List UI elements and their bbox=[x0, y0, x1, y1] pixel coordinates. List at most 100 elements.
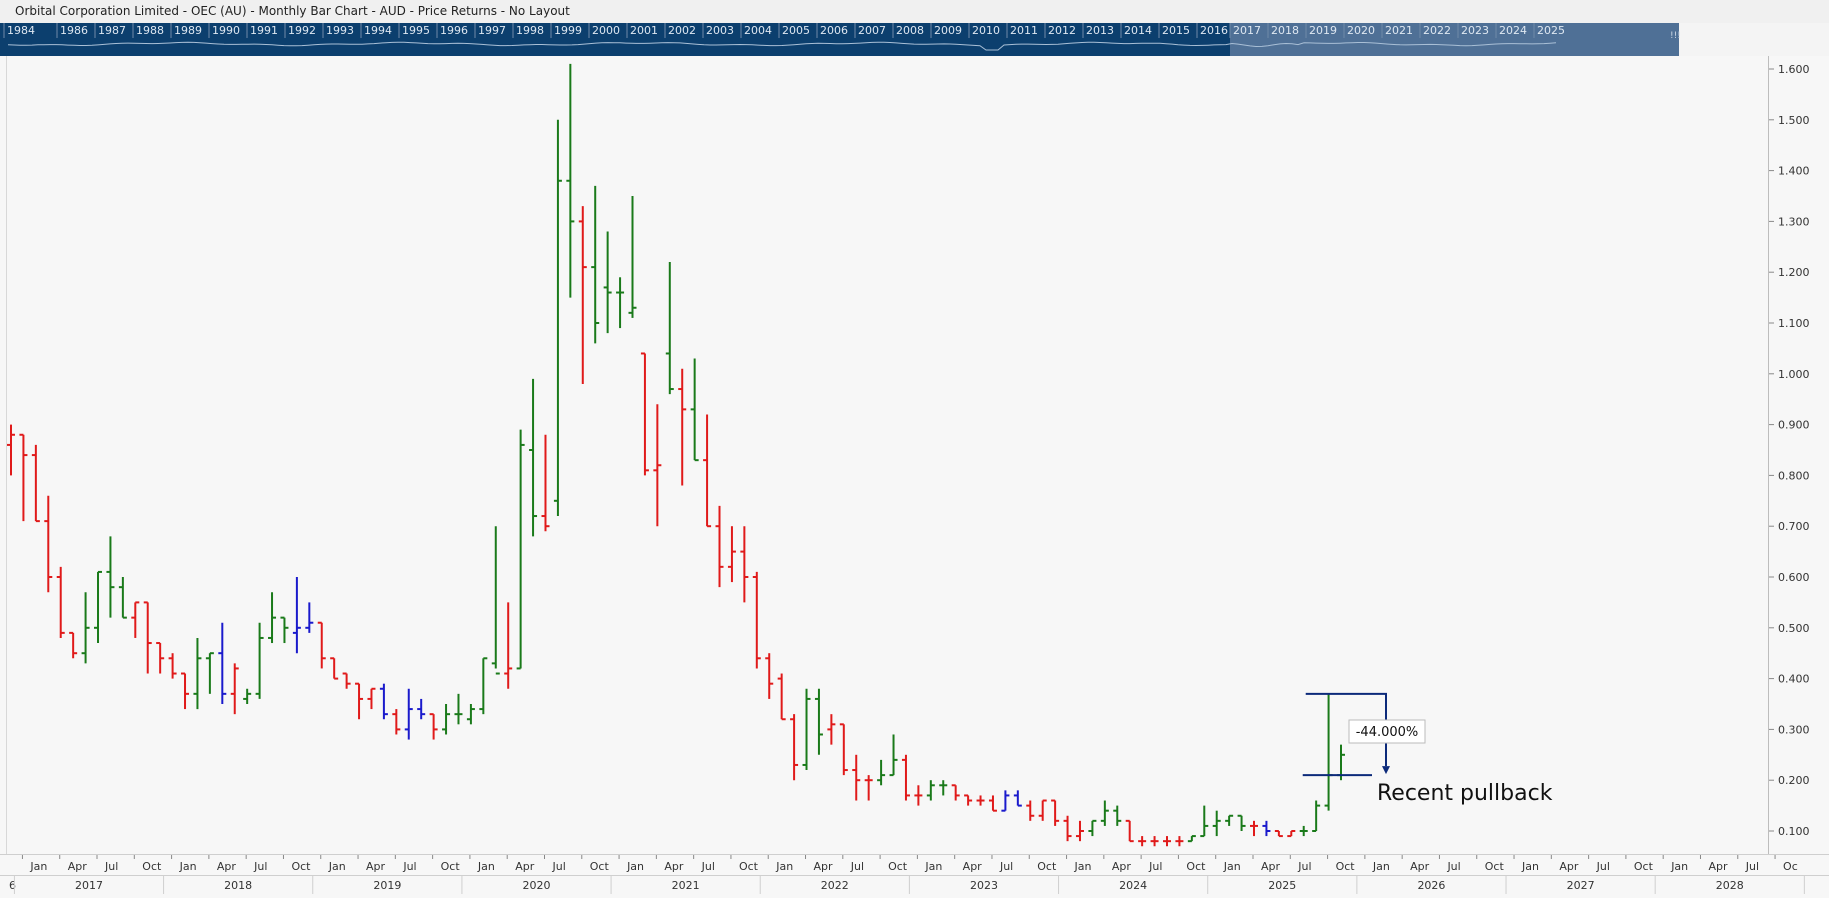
ohlc-bar[interactable] bbox=[665, 262, 674, 395]
ohlc-bar[interactable] bbox=[1250, 820, 1258, 837]
ohlc-bar[interactable] bbox=[715, 505, 724, 588]
ohlc-bar[interactable] bbox=[1237, 814, 1246, 831]
navigator-year-label[interactable]: 2022 bbox=[1423, 24, 1451, 37]
ohlc-bar[interactable] bbox=[168, 653, 177, 679]
ohlc-bar[interactable] bbox=[690, 358, 699, 462]
pullback-annotation[interactable]: -44.000% Recent pullback bbox=[1302, 692, 1553, 806]
ohlc-bar[interactable] bbox=[280, 616, 289, 644]
navigator-year-label[interactable]: 1997 bbox=[478, 24, 506, 37]
ohlc-bar[interactable] bbox=[454, 693, 463, 725]
ohlc-bar[interactable] bbox=[1113, 805, 1122, 826]
navigator-year-label[interactable]: 1991 bbox=[250, 24, 278, 37]
navigator-year-label[interactable]: 1988 bbox=[136, 24, 164, 37]
ohlc-bar[interactable] bbox=[516, 429, 525, 670]
ohlc-bar[interactable] bbox=[566, 63, 575, 298]
ohlc-bar[interactable] bbox=[1150, 836, 1159, 847]
ohlc-bar[interactable] bbox=[752, 571, 761, 669]
ohlc-bar[interactable] bbox=[727, 526, 736, 583]
ohlc-bar[interactable] bbox=[1138, 836, 1147, 847]
navigator-year-label[interactable]: 2025 bbox=[1537, 24, 1565, 37]
ohlc-bar[interactable] bbox=[342, 672, 351, 689]
ohlc-bar[interactable] bbox=[1075, 820, 1084, 842]
ohlc-bar[interactable] bbox=[442, 704, 451, 735]
ohlc-bar[interactable] bbox=[156, 642, 165, 674]
navigator-year-label[interactable]: 2014 bbox=[1124, 24, 1152, 37]
ohlc-bar[interactable] bbox=[839, 723, 848, 776]
ohlc-bar-chart[interactable]: -44.000% Recent pullback bbox=[7, 56, 1769, 854]
navigator-year-label[interactable]: 1992 bbox=[288, 24, 316, 37]
ohlc-bar[interactable] bbox=[205, 652, 214, 694]
ohlc-bar[interactable] bbox=[479, 657, 488, 715]
ohlc-bar[interactable] bbox=[964, 794, 973, 806]
ohlc-bar[interactable] bbox=[740, 526, 749, 603]
ohlc-bar[interactable] bbox=[243, 688, 252, 704]
ohlc-bar[interactable] bbox=[268, 592, 277, 644]
ohlc-bar[interactable] bbox=[218, 622, 227, 704]
ohlc-bar[interactable] bbox=[379, 683, 388, 720]
ohlc-bar[interactable] bbox=[69, 631, 78, 659]
ohlc-bar[interactable] bbox=[628, 196, 637, 318]
navigator-year-label[interactable]: 1990 bbox=[212, 24, 240, 37]
ohlc-bar[interactable] bbox=[181, 672, 190, 710]
ohlc-bar[interactable] bbox=[988, 795, 997, 812]
ohlc-bar[interactable] bbox=[1312, 800, 1321, 832]
navigator-year-label[interactable]: 1999 bbox=[554, 24, 582, 37]
ohlc-bar[interactable] bbox=[367, 687, 376, 710]
ohlc-bar[interactable] bbox=[193, 637, 202, 710]
navigator-year-label[interactable]: 2004 bbox=[744, 24, 772, 37]
ohlc-bar[interactable] bbox=[7, 424, 15, 476]
ohlc-bar[interactable] bbox=[765, 653, 774, 699]
ohlc-bar[interactable] bbox=[541, 434, 550, 532]
ohlc-bar[interactable] bbox=[603, 231, 612, 334]
navigator-year-label[interactable]: 2012 bbox=[1048, 24, 1076, 37]
ohlc-bar[interactable] bbox=[976, 795, 985, 806]
ohlc-bar[interactable] bbox=[790, 714, 799, 781]
navigator-year-label[interactable]: 1994 bbox=[364, 24, 392, 37]
ohlc-bar[interactable] bbox=[1162, 836, 1171, 847]
navigator-year-label[interactable]: 2007 bbox=[858, 24, 886, 37]
ohlc-bar[interactable] bbox=[553, 119, 562, 517]
ohlc-bar[interactable] bbox=[1212, 810, 1221, 837]
navigator-year-label[interactable]: 1993 bbox=[326, 24, 354, 37]
navigator-year-label[interactable]: 2010 bbox=[972, 24, 1000, 37]
ohlc-bar[interactable] bbox=[591, 185, 600, 344]
chart-navigator[interactable]: 1984 1986 1987 1988 1989 1990 1991 1992 1993 1994… bbox=[0, 23, 1829, 56]
navigator-year-label[interactable]: 2018 bbox=[1271, 24, 1299, 37]
ohlc-bar[interactable] bbox=[504, 602, 513, 689]
navigator-year-label[interactable]: 2005 bbox=[782, 24, 810, 37]
ohlc-bar[interactable] bbox=[1187, 835, 1196, 843]
ohlc-bar[interactable] bbox=[827, 714, 836, 745]
ohlc-bar[interactable] bbox=[19, 433, 28, 522]
ohlc-bar[interactable] bbox=[330, 657, 339, 680]
ohlc-bar[interactable] bbox=[1088, 819, 1097, 837]
ohlc-bar[interactable] bbox=[901, 754, 910, 801]
ohlc-bar[interactable] bbox=[1200, 805, 1209, 838]
ohlc-bar[interactable] bbox=[106, 536, 115, 618]
navigator-year-label[interactable]: 1995 bbox=[402, 24, 430, 37]
ohlc-bar[interactable] bbox=[355, 682, 364, 720]
ohlc-bar[interactable] bbox=[1324, 693, 1333, 811]
ohlc-bar[interactable] bbox=[914, 785, 923, 806]
navigator-year-label[interactable]: 2016 bbox=[1200, 24, 1228, 37]
month-axis[interactable]: Jan Apr Jul Oct Jan Apr Jul Oct Jan Apr Jul Oct Jan A… bbox=[0, 854, 1829, 876]
ohlc-bar[interactable] bbox=[653, 404, 662, 527]
navigator-year-label[interactable]: 2009 bbox=[934, 24, 962, 37]
navigator-year-label[interactable]: 1998 bbox=[516, 24, 544, 37]
ohlc-bar[interactable] bbox=[889, 734, 898, 777]
ohlc-bar[interactable] bbox=[404, 688, 413, 740]
navigator-year-label[interactable]: 2011 bbox=[1010, 24, 1038, 37]
navigator-year-label[interactable]: 2024 bbox=[1499, 24, 1527, 37]
ohlc-bar[interactable] bbox=[392, 709, 401, 735]
ohlc-bar[interactable] bbox=[317, 621, 326, 669]
ohlc-bar[interactable] bbox=[305, 602, 314, 633]
ohlc-bar[interactable] bbox=[1063, 815, 1072, 842]
navigator-year-label[interactable]: 2006 bbox=[820, 24, 848, 37]
navigator-year-label[interactable]: 1984 bbox=[7, 24, 35, 37]
ohlc-bar[interactable] bbox=[1274, 830, 1283, 838]
ohlc-bar[interactable] bbox=[1225, 814, 1234, 826]
navigator-strip[interactable]: 1984 1986 1987 1988 1989 1990 1991 1992 1993 1994… bbox=[0, 23, 1829, 56]
navigator-year-label[interactable]: 1986 bbox=[60, 24, 88, 37]
ohlc-bar[interactable] bbox=[131, 601, 140, 638]
ohlc-bar[interactable] bbox=[1100, 800, 1109, 826]
navigator-year-label[interactable]: 1996 bbox=[440, 24, 468, 37]
